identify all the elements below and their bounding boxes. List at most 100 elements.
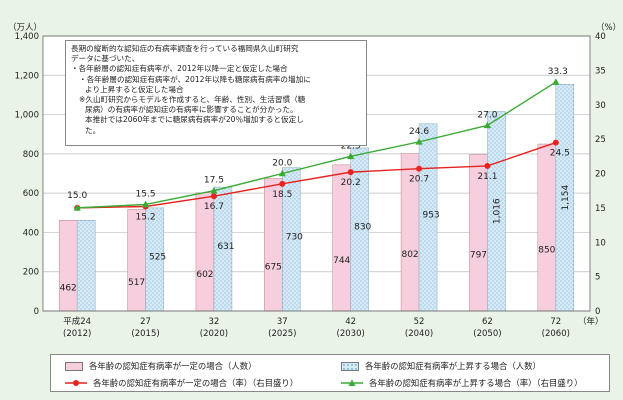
x-tick-label: (2050) [473,329,501,339]
rate-rise-point [483,121,492,129]
legend-swatch [341,379,363,386]
bar-value-label: 462 [60,284,77,294]
x-tick-label: (2025) [268,329,296,339]
bar-const [537,143,557,312]
x-tick-label: 72 [550,317,561,327]
line-value-label: 17.5 [204,176,224,186]
line-value-label: 20.2 [341,178,361,188]
bar-value-label: 631 [217,242,234,252]
bar-rise [76,220,96,312]
line-value-label: 20.0 [272,159,292,169]
legend-swatch [341,361,359,371]
rate-const-point [279,180,286,187]
bar-value-label: 1,154 [561,185,571,211]
x-tick-label: 37 [277,317,288,327]
y-right-axis-label: （%） [596,22,621,33]
bar-value-label: 953 [422,210,439,220]
note-line: 尿病）の有病率が認知症の有病率に影響することが分かった。 [85,105,298,115]
x-axis-unit-label: （年） [578,316,604,327]
y-left-tick-label: 1,200 [15,71,39,81]
y-right-tick-label: 15 [595,204,606,214]
y-left-tick-label: 200 [23,268,39,278]
y-left-tick-label: 800 [23,150,39,160]
bar-value-label: 830 [354,222,371,232]
note-line: 本推計では2060年までに糖尿病有病率が20％増加すると仮定し [85,115,304,125]
note-line: ・各年齢層の認知症有病率が、2012年以降一定と仮定した場合 [71,64,288,74]
bar-value-label: 730 [286,232,303,242]
y-right-tick-label: 10 [595,238,606,248]
legend-item-line-rise: 各年齢の認知症有病率が上昇する場合（率）（右目盛り） [341,377,583,389]
bar-value-label: 525 [149,252,166,262]
x-tick-label: (2020) [200,329,228,339]
plot-frame [42,35,591,312]
note-line: 長期の縦断的な認知症の有病率調査を行っている福岡県久山町研究 [71,44,299,53]
y-right-tick-label: 40 [595,32,606,42]
rate-rise-point [73,204,81,211]
y-left-tick-label: 0 [34,307,39,317]
x-tick-label: 62 [482,317,493,327]
legend-swatch [65,361,83,371]
note-line: ※久山町研究からモデルを作成すると、年齢、性別、生活習慣（糖 [79,95,306,105]
x-tick-label: 42 [345,317,356,327]
line-value-label: 24.6 [409,127,429,137]
x-tick-label: 27 [140,317,151,327]
y-right-tick-label: 20 [595,170,606,180]
rate-const-point [552,139,559,146]
legend-swatch [65,380,87,386]
rate-rise-point [141,200,150,208]
rate-rise-point [552,78,560,85]
bar-value-label: 802 [401,250,418,260]
bar-value-label: 744 [333,256,350,266]
line-value-label: 15.2 [136,213,156,223]
note-line: た。 [85,125,101,135]
y-left-tick-label: 400 [23,228,39,238]
legend-label: 各年齢の認知症有病率が上昇する場合（率）（右目盛り） [369,378,583,388]
line-value-label: 22.5 [341,141,361,151]
rate-rise-point [210,186,218,194]
x-tick-label: (2030) [337,329,365,339]
line-value-label: 24.5 [550,149,570,159]
y-right-tick-label: 5 [595,273,600,283]
rate-const-point [347,169,354,176]
rate-const-point [416,165,423,172]
line-value-label: 21.1 [477,172,497,182]
bar-value-label: 602 [196,270,213,280]
bar-value-label: 517 [128,278,145,288]
y-right-tick-label: 30 [595,101,606,111]
x-tick-label: 平成24 [63,316,91,327]
legend-item-bar-const: 各年齢の認知症有病率が一定の場合（人数） [65,360,257,372]
rate-rise-line [77,81,557,209]
line-value-label: 33.3 [548,67,568,77]
bar-value-label: 675 [265,263,282,273]
line-value-label: 20.7 [409,175,429,185]
y-right-tick-label: 35 [595,66,606,76]
rate-rise-point [415,138,423,145]
chart-annotation-box: 長期の縦断的な認知症の有病率調査を行っている福岡県久山町研究 データに基づいた、… [65,40,367,146]
x-tick-label: (2060) [542,329,570,339]
rate-const-point [484,162,491,169]
y-right-tick-label: 25 [595,135,606,145]
legend-item-bar-rise: 各年齢の認知症有病率が上昇する場合（人数） [341,360,541,372]
bar-value-label: 797 [470,251,487,261]
y-left-axis-label: （万人） [8,22,42,33]
y-left-tick-label: 1,400 [15,32,39,42]
x-tick-label: (2015) [131,329,159,339]
rate-rise-point [278,169,286,177]
line-value-label: 15.0 [67,191,87,201]
x-tick-label: (2012) [63,329,91,339]
line-value-label: 15.5 [136,189,156,199]
line-value-label: 16.7 [204,202,224,212]
rate-const-line [77,141,557,209]
line-value-label: 27.0 [477,110,497,120]
chart-legend: 各年齢の認知症有病率が一定の場合（人数） 各年齢の認知症有病率が上昇する場合（人… [50,354,610,392]
bar-const [58,220,78,312]
y-left-tick-label: 1,000 [15,111,39,121]
rate-const-point [210,193,217,200]
bar-const [127,209,146,312]
legend-label: 各年齢の認知症有病率が一定の場合（人数） [89,361,257,371]
rate-rise-point [347,152,355,160]
line-value-label: 18.5 [272,190,292,200]
x-tick-label: 32 [209,317,220,327]
legend-label: 各年齢の認知症有病率が一定の場合（率）（右目盛り） [93,378,299,388]
